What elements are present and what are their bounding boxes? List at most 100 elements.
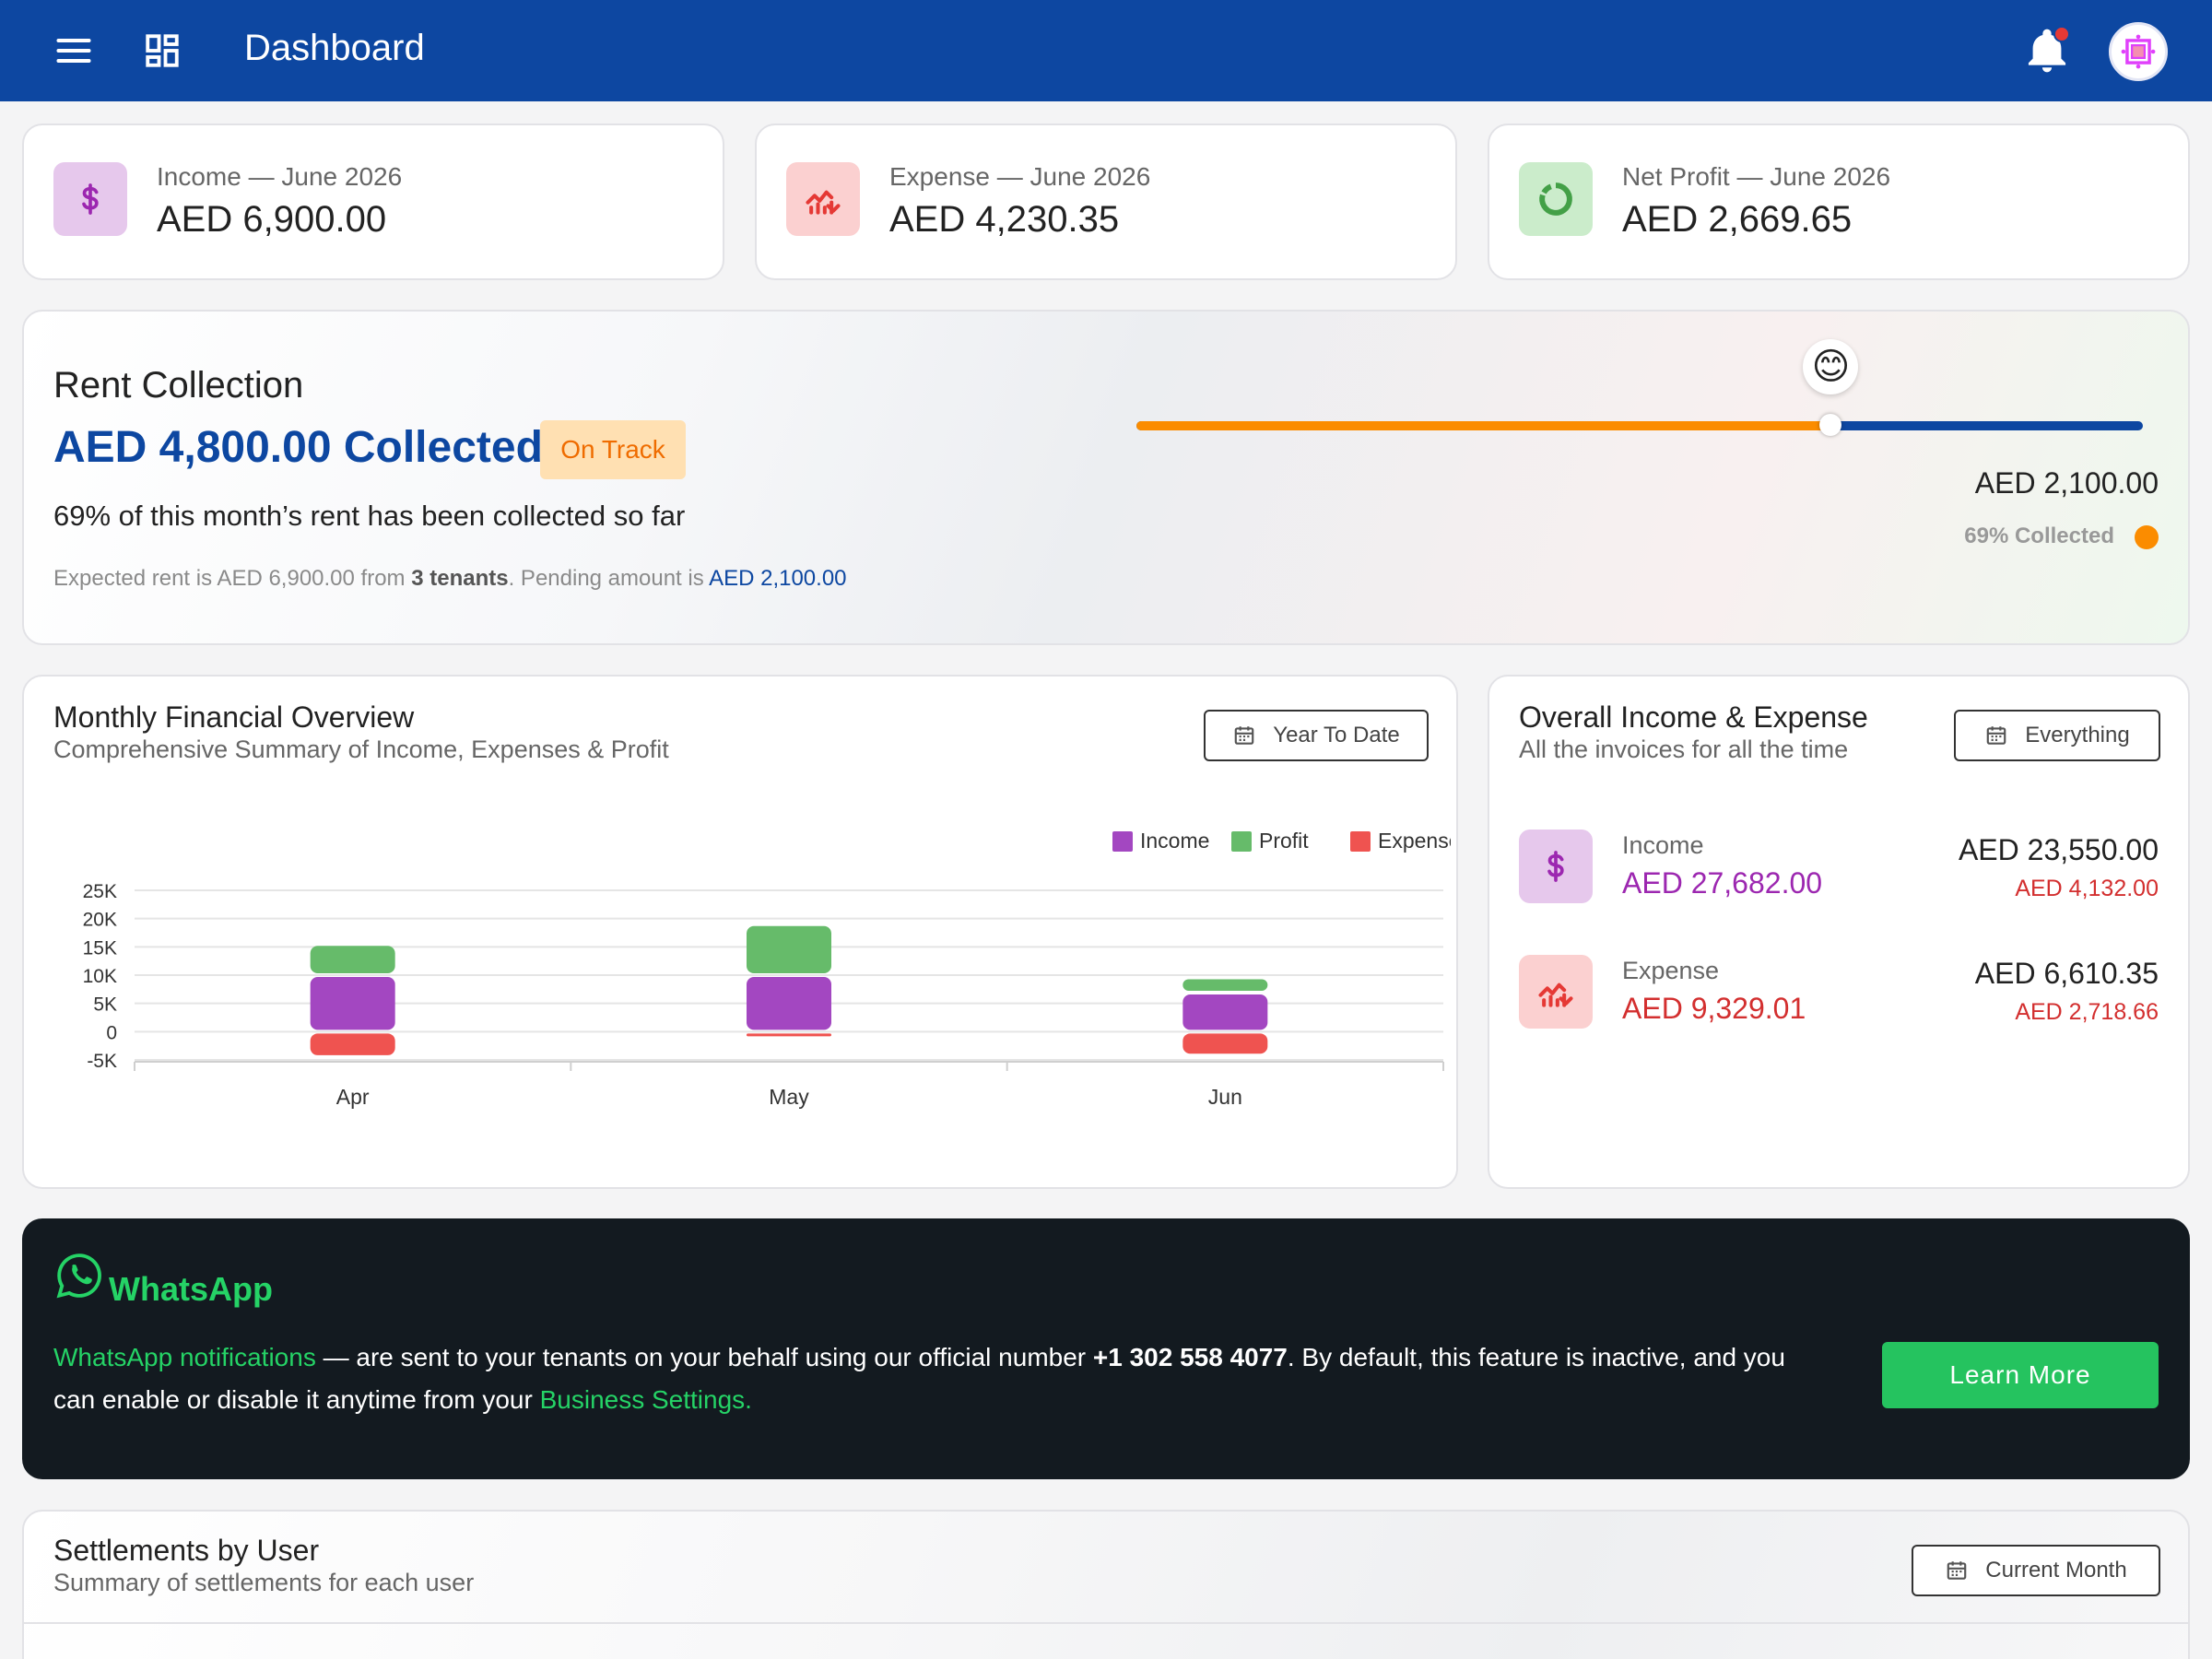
whatsapp-notifications-link[interactable]: WhatsApp notifications [53, 1343, 316, 1371]
legend-label-income: Income [1140, 829, 1209, 853]
whatsapp-description: WhatsApp notifications — are sent to you… [53, 1336, 1832, 1421]
y-tick-label: 0 [106, 1022, 117, 1043]
income-stat-card: Income — June 2026 AED 6,900.00 [22, 124, 724, 280]
status-badge: On Track [540, 420, 686, 479]
calendar-icon [1234, 726, 1254, 745]
net-profit-stat-card: Net Profit — June 2026 AED 2,669.65 [1488, 124, 2190, 280]
business-settings-link[interactable]: Business Settings. [539, 1385, 752, 1414]
progress-knob [1819, 414, 1842, 436]
rent-note-tenants: 3 tenants [411, 566, 509, 591]
y-tick-label: 15K [83, 937, 117, 959]
bar-expenses-may [747, 1033, 831, 1037]
monthly-subtitle: Comprehensive Summary of Income, Expense… [53, 735, 669, 763]
overall-expense-right: AED 6,610.35 [1974, 957, 2159, 990]
trend-down-icon [786, 162, 860, 236]
rent-subtitle: 69% of this month’s rent has been collec… [53, 500, 686, 532]
overall-subtitle: All the invoices for all the time [1519, 735, 1849, 763]
bar-expenses-jun [1182, 1033, 1268, 1054]
rent-note: Expected rent is AED 6,900.00 from 3 ten… [53, 566, 847, 592]
avatar[interactable] [2109, 22, 2168, 81]
settlements-title: Settlements by User [53, 1534, 320, 1567]
calendar-icon [1987, 726, 2006, 745]
rent-note-prefix: Expected rent is AED 6,900.00 from [53, 566, 412, 591]
rent-collection-card: Rent Collection AED 4,800.00 Collected O… [22, 310, 2190, 645]
rent-pending-value: AED 2,100.00 [1974, 466, 2159, 500]
stat-value: AED 4,230.35 [889, 199, 1120, 240]
rent-note-pending: AED 2,100.00 [709, 566, 847, 591]
filter-label: Year To Date [1273, 723, 1400, 747]
whatsapp-text-2: . By default, this feature is inactive, … [53, 1343, 1785, 1414]
donut-icon [1519, 162, 1593, 236]
whatsapp-icon [56, 1253, 101, 1299]
settlements-divider [24, 1622, 2188, 1624]
overall-income-expense-card: Overall Income & Expense All the invoice… [1488, 675, 2190, 1189]
bar-income-jun [1182, 994, 1268, 1030]
top-app-bar: Dashboard [0, 0, 2212, 101]
overall-title: Overall Income & Expense [1519, 700, 1868, 734]
dollar-icon [1519, 830, 1593, 903]
overall-income-label: Income [1622, 831, 1704, 859]
bar-income-apr [310, 977, 395, 1030]
calendar-icon [1947, 1561, 1967, 1580]
legend-swatch-expenses [1350, 831, 1371, 852]
rent-note-mid: . Pending amount is [508, 566, 710, 591]
stat-label: Expense — June 2026 [889, 162, 1151, 191]
emoji-glyph: 😊 [1811, 347, 1851, 387]
dashboard-grid-icon[interactable] [136, 25, 188, 76]
monthly-overview-card: Monthly Financial Overview Comprehensive… [22, 675, 1458, 1189]
smile-emoji-icon: 😊 [1803, 339, 1859, 394]
settlements-card: Settlements by User Summary of settlemen… [22, 1510, 2190, 1659]
bar-profit-apr [310, 946, 395, 973]
page-title: Dashboard [244, 28, 425, 68]
settlements-subtitle: Summary of settlements for each user [53, 1569, 475, 1596]
monthly-stacked-bar-chart: Income Profit Expenses 25K 20K 15K 10K 5K 0 -5K Ap… [83, 829, 1451, 1109]
filter-label: Current Month [1985, 1558, 2127, 1583]
collected-dot [2135, 525, 2159, 549]
y-tick-label: 5K [93, 994, 117, 1016]
rent-progress-bar [1136, 421, 2143, 430]
learn-more-button[interactable]: Learn More [1882, 1342, 2159, 1408]
overall-expense-right-sub: AED 2,718.66 [2015, 999, 2159, 1025]
whatsapp-brand: WhatsApp [109, 1270, 273, 1308]
expense-stat-card: Expense — June 2026 AED 4,230.35 [755, 124, 1457, 280]
rent-collected-amount: AED 4,800.00 Collected [53, 423, 543, 472]
bar-profit-jun [1182, 979, 1268, 992]
whatsapp-text-1: — are sent to your tenants on your behal… [315, 1343, 1093, 1371]
legend-swatch-profit [1231, 831, 1252, 852]
dollar-icon [53, 162, 127, 236]
rent-title: Rent Collection [53, 365, 304, 406]
x-tick-label: May [769, 1085, 809, 1109]
whatsapp-banner: WhatsApp WhatsApp notifications — are se… [22, 1218, 2190, 1479]
bar-profit-may [747, 925, 831, 973]
notification-badge [2053, 26, 2070, 42]
x-tick-label: Apr [336, 1085, 370, 1109]
whatsapp-number: +1 302 558 4077 [1092, 1343, 1288, 1371]
legend-swatch-income [1112, 831, 1133, 852]
overall-income-right: AED 23,550.00 [1958, 833, 2159, 866]
collected-percent-label: 69% Collected [1964, 524, 2114, 548]
overall-income-right-sub: AED 4,132.00 [2015, 876, 2159, 901]
menu-icon[interactable] [48, 25, 100, 76]
avatar-logo-icon [2121, 34, 2156, 69]
trend-down-icon [1519, 955, 1593, 1029]
stat-value: AED 6,900.00 [157, 199, 387, 240]
filter-label: Everything [2025, 723, 2130, 747]
everything-filter[interactable]: Everything [1954, 710, 2160, 761]
y-tick-label: -5K [87, 1051, 117, 1072]
overall-expense-label: Expense [1622, 957, 1720, 984]
stat-label: Net Profit — June 2026 [1622, 162, 1891, 191]
overall-income-value: AED 27,682.00 [1622, 866, 1823, 900]
y-tick-label: 10K [83, 966, 117, 987]
y-tick-label: 20K [83, 910, 117, 931]
overall-expense-value: AED 9,329.01 [1622, 992, 1806, 1025]
year-to-date-filter[interactable]: Year To Date [1204, 710, 1429, 761]
bar-income-may [747, 977, 831, 1030]
rent-progress-fill [1136, 421, 1831, 430]
legend-label-profit: Profit [1259, 829, 1309, 853]
bar-expenses-apr [310, 1033, 395, 1055]
legend-label-expenses: Expenses [1378, 829, 1451, 853]
monthly-title: Monthly Financial Overview [53, 700, 415, 734]
stat-value: AED 2,669.65 [1622, 199, 1853, 240]
stat-label: Income — June 2026 [157, 162, 403, 191]
current-month-filter[interactable]: Current Month [1912, 1545, 2160, 1596]
